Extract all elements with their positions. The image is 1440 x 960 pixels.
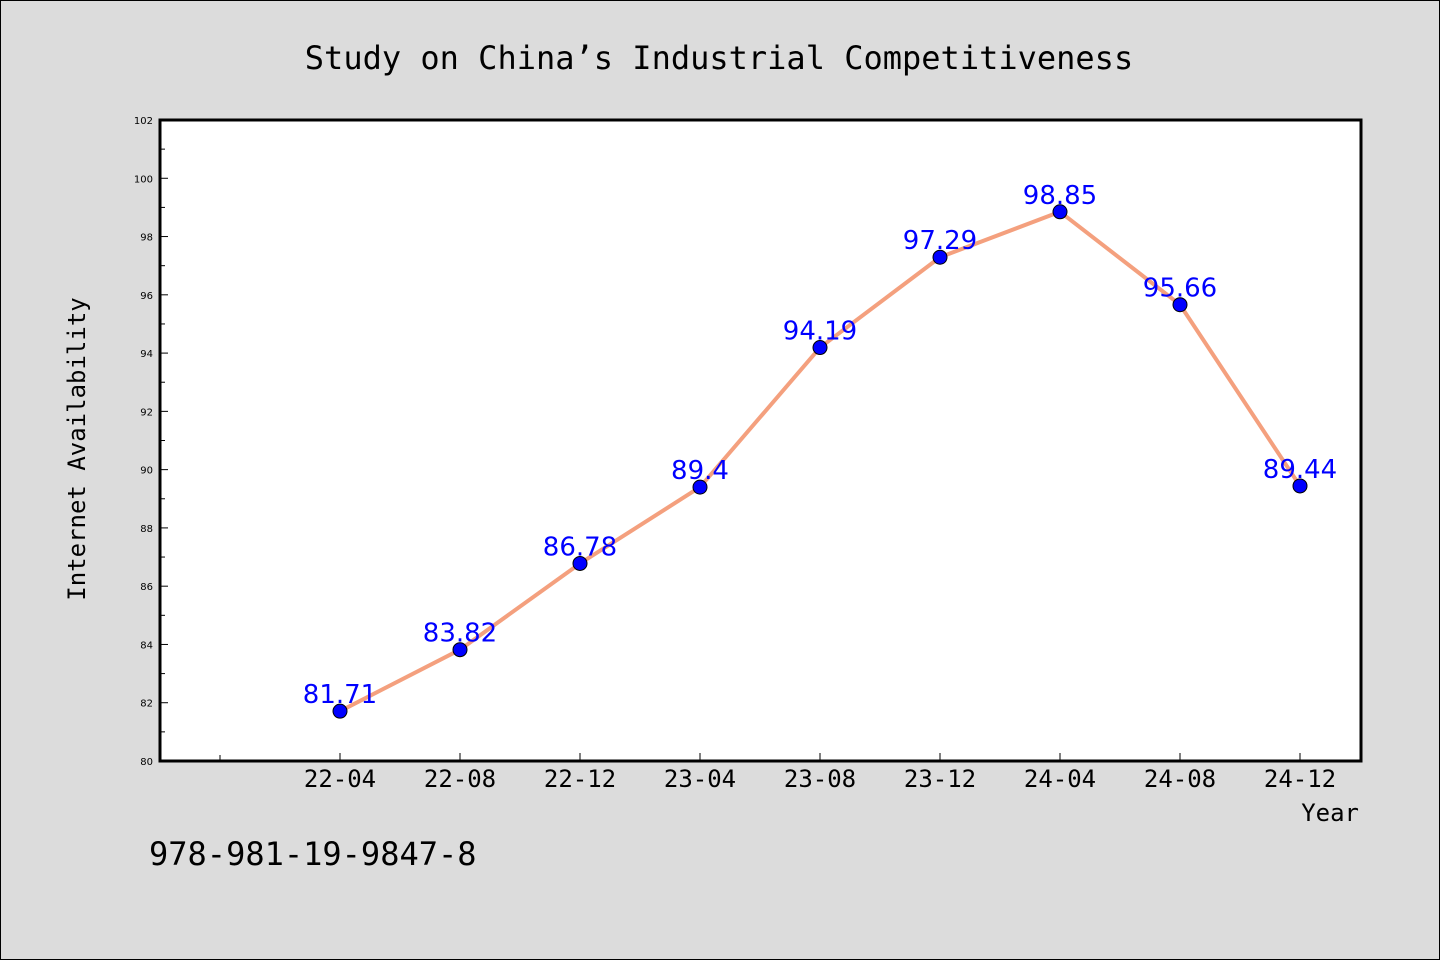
data-point	[812, 340, 828, 356]
data-point	[572, 555, 588, 571]
data-label: 97.29	[903, 226, 977, 256]
y-tick-label: 102	[134, 116, 153, 127]
data-point	[692, 479, 708, 495]
y-tick-label: 82	[140, 699, 153, 710]
y-tick-label: 84	[140, 640, 153, 651]
x-tick-label: 24-04	[1024, 765, 1096, 793]
y-tick-label: 100	[134, 174, 153, 185]
y-tick-label: 92	[140, 407, 153, 418]
data-label: 98.85	[1023, 181, 1097, 211]
x-tick-label: 23-08	[784, 765, 856, 793]
data-point	[452, 642, 468, 658]
y-tick-label: 80	[140, 757, 153, 768]
y-tick-label: 90	[140, 466, 153, 477]
data-label: 95.66	[1143, 274, 1217, 304]
y-tick-label: 98	[140, 233, 153, 244]
y-tick-label: 94	[140, 349, 153, 360]
data-label: 81.71	[303, 680, 377, 710]
data-point	[332, 703, 348, 719]
isbn-text: 978-981-19-9847-8	[149, 835, 477, 873]
y-axis-label: Internet Availability	[63, 297, 91, 600]
x-axis: 22-04 22-08 22-12 23-04 23-08 23-12 24-04 24-08…	[219, 753, 1336, 793]
plot-area	[158, 118, 1363, 763]
data-label: 89.4	[671, 456, 729, 486]
y-tick-label: 96	[140, 291, 153, 302]
y-tick-label: 88	[140, 524, 153, 535]
data-label: 83.82	[423, 619, 497, 649]
y-tick-label: 86	[140, 582, 153, 593]
x-tick-label: 22-04	[304, 765, 376, 793]
data-point	[1172, 297, 1188, 313]
data-label: 89.44	[1263, 455, 1337, 485]
x-tick-label: 23-04	[664, 765, 736, 793]
x-tick-label: 23-12	[904, 765, 976, 793]
data-label: 94.19	[783, 317, 857, 347]
series-layer: 81.71 83.82 86.78 89.4 94.19 97.29 98.85 95.66 8…	[303, 181, 1337, 719]
chart-title: Study on China’s Industrial Competitiven…	[305, 39, 1133, 77]
x-tick-label: 24-12	[1264, 765, 1336, 793]
x-tick-label: 24-08	[1144, 765, 1216, 793]
data-point	[1292, 478, 1308, 494]
data-point	[932, 249, 948, 265]
x-axis-label: Year	[1301, 799, 1359, 827]
y-axis: 80 82 84 86 88 90 92 94 96 98 100 102	[134, 116, 168, 768]
x-tick-label: 22-08	[424, 765, 496, 793]
data-label: 86.78	[543, 532, 617, 562]
x-tick-label: 22-12	[544, 765, 616, 793]
data-point	[1052, 204, 1068, 220]
